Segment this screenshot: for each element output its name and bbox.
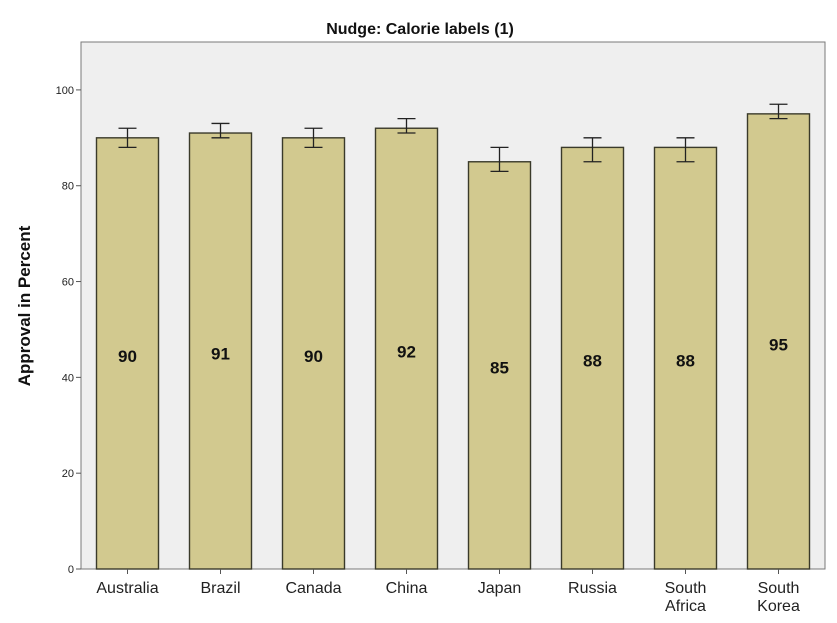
x-tick-label: Australia [96,580,158,597]
bars-group: 90 91 90 92 85 88 88 95 [95,103,811,570]
bar [95,137,160,570]
y-tick-label: 60 [62,277,74,289]
y-axis-label: Approval in Percent [15,225,34,386]
x-axis: Australia Brazil Canada China Japan Russia Sou… [96,569,800,615]
chart-title: Nudge: Calorie labels (1) [326,21,514,38]
y-tick-label: 80 [62,181,74,193]
bar-value-label: 91 [211,345,230,364]
bar-value-label: 88 [583,352,602,371]
bar-value-label: 95 [769,336,788,355]
x-tick-label: South Korea [757,580,800,615]
bar-value-label: 85 [490,359,509,378]
y-tick-label: 100 [56,85,74,97]
bar-value-label: 92 [397,342,416,361]
y-tick-label: 20 [62,468,74,480]
x-tick-label: South Africa [665,580,707,615]
bar-value-label: 90 [304,347,323,366]
x-tick-label: Brazil [200,580,240,597]
bar [746,113,811,570]
x-tick-label: China [386,580,428,597]
x-tick-label: Canada [285,580,341,597]
bar [560,146,625,570]
bar [188,132,253,570]
bar-value-label: 88 [676,352,695,371]
x-tick-label: Russia [568,580,617,597]
bar [374,127,439,570]
y-tick-label: 40 [62,372,74,384]
y-tick-label: 0 [68,564,74,576]
x-tick-label: Japan [478,580,522,597]
bar [281,137,346,570]
y-axis: 0 20 40 60 80 100 [56,85,81,576]
bar-value-label: 90 [118,347,137,366]
